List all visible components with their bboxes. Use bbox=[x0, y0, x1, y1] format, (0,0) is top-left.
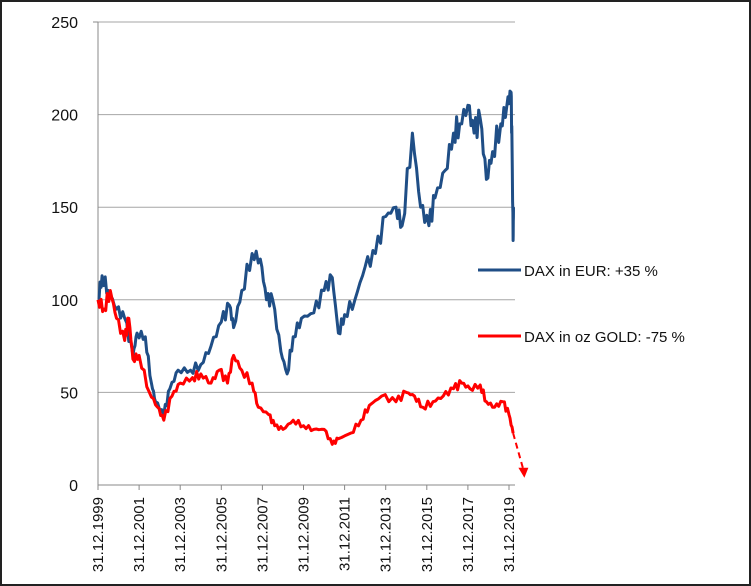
x-tick-label: 31.12.2007 bbox=[254, 497, 271, 572]
x-tick-label: 31.12.2011 bbox=[337, 497, 354, 571]
y-tick-label: 150 bbox=[51, 200, 78, 217]
x-tick-label: 31.12.2017 bbox=[460, 497, 477, 572]
y-tick-label: 250 bbox=[51, 15, 78, 32]
legend-label-gold: DAX in oz GOLD: -75 % bbox=[524, 329, 685, 346]
x-tick-label: 31.12.2015 bbox=[419, 497, 436, 572]
x-tick-label: 31.12.2013 bbox=[378, 497, 395, 572]
x-tick-label: 31.12.2009 bbox=[296, 497, 313, 572]
x-tick-label: 31.12.1999 bbox=[90, 497, 107, 572]
series-line-dax-gold bbox=[96, 289, 515, 446]
x-tick-label: 31.12.2003 bbox=[172, 497, 189, 572]
y-tick-label: 100 bbox=[51, 293, 78, 310]
projection-arrow-head bbox=[518, 467, 529, 478]
x-tick-label: 31.12.2019 bbox=[501, 497, 518, 572]
legend-label-eur: DAX in EUR: +35 % bbox=[524, 263, 658, 280]
projection-arrow-line bbox=[512, 432, 525, 471]
y-tick-label: 50 bbox=[60, 385, 78, 402]
y-tick-label: 200 bbox=[51, 108, 78, 125]
x-tick-label: 31.12.2001 bbox=[131, 497, 148, 572]
x-tick-label: 31.12.2005 bbox=[213, 497, 230, 572]
y-tick-label: 0 bbox=[69, 478, 78, 495]
series-line-dax-eur bbox=[97, 89, 515, 417]
